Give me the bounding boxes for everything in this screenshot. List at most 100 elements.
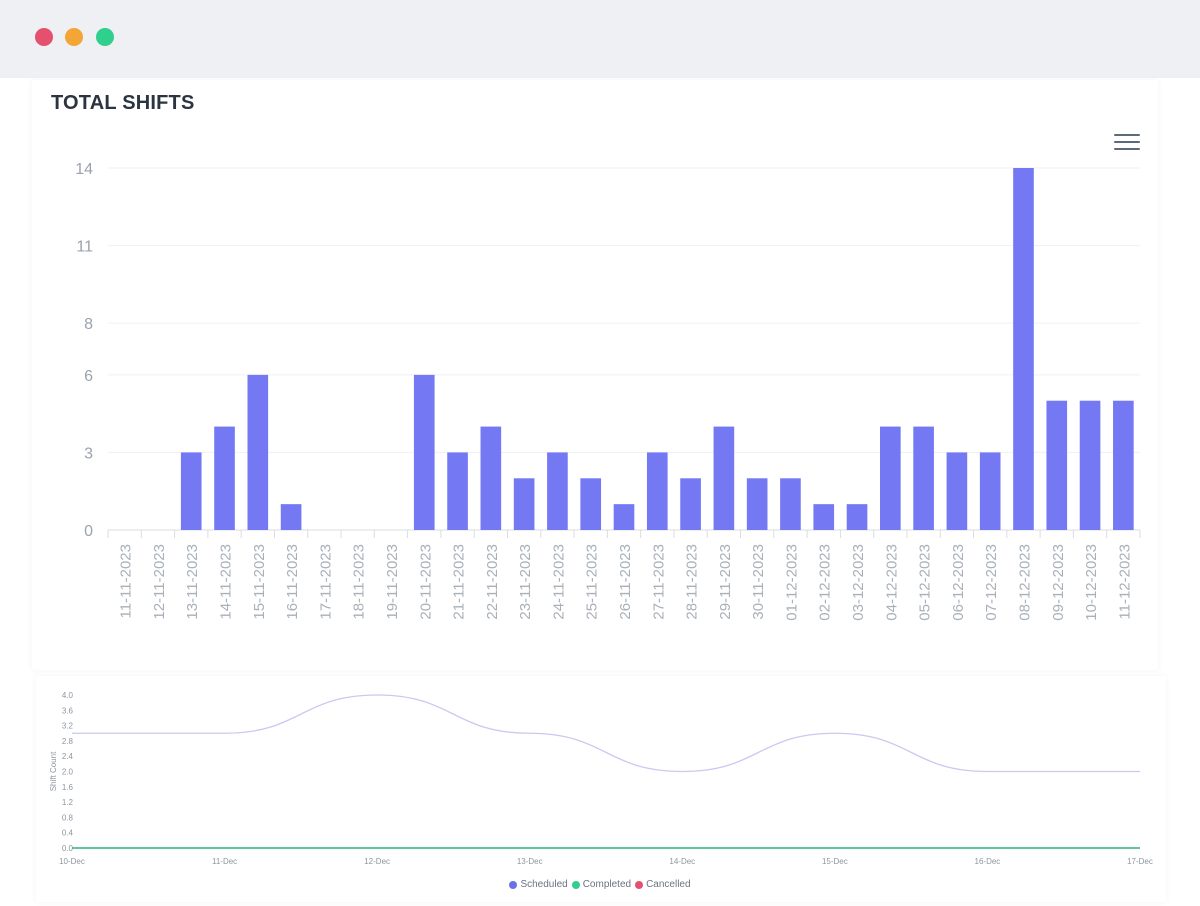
bar [780,478,801,530]
x-tick-label: 18-11-2023 [351,544,368,620]
bar [680,478,701,530]
x-tick-label: 25-11-2023 [584,544,601,620]
x-tick-label: 11-11-2023 [118,544,135,619]
y-tick-label: 3.2 [62,722,74,731]
bar [480,426,502,530]
bar [1079,400,1101,530]
x-tick-label: 19-11-2023 [384,544,401,620]
legend-label: Scheduled [520,879,568,890]
legend-label: Completed [582,879,632,890]
bar [613,504,635,530]
y-tick-label: 3 [84,445,93,462]
y-tick-label: 14 [75,161,93,178]
bar [1046,400,1068,530]
series-line-scheduled [72,694,1140,773]
shift-count-card [36,676,1166,902]
close-window-button[interactable] [35,28,53,46]
y-tick-label: 2.4 [62,752,74,761]
x-tick-label: 30-11-2023 [750,544,767,620]
legend-item-scheduled[interactable]: Scheduled [509,879,568,890]
x-tick-label: 12-11-2023 [151,544,168,620]
y-tick-label: 6 [84,368,93,385]
x-tick-label: 20-11-2023 [417,544,434,620]
bar [513,478,535,530]
minimize-window-button[interactable] [65,28,83,46]
bar [746,478,768,530]
y-tick-label: 1.6 [62,783,74,792]
x-tick-label: 06-12-2023 [950,544,967,621]
x-tick-label: 03-12-2023 [850,544,867,621]
bar [646,452,668,530]
y-tick-label: 11 [76,239,93,256]
x-tick-label: 29-11-2023 [717,544,734,620]
legend-dot-icon [571,880,580,889]
x-tick-label: 16-11-2023 [284,544,301,620]
x-tick-label: 15-11-2023 [251,544,268,620]
legend-dot-icon [509,880,518,889]
x-tick-label: 22-11-2023 [484,544,501,620]
bar [547,452,568,530]
bar [946,452,968,530]
bar [1013,168,1034,530]
x-tick-label: 10-Dec [59,857,85,866]
x-tick-label: 16-Dec [975,857,1001,866]
x-tick-label: 02-12-2023 [817,544,834,621]
y-tick-label: 0.4 [62,829,74,838]
x-tick-label: 04-12-2023 [883,544,900,621]
y-tick-label: 0.8 [62,813,74,822]
x-tick-label: 11-Dec [212,857,237,866]
legend-dot-icon [635,880,644,889]
bar [580,478,602,530]
x-tick-label: 11-12-2023 [1116,544,1133,620]
y-tick-label: 8 [84,316,93,333]
y-tick-label: 2.8 [62,737,74,746]
bar [280,504,302,530]
shift-count-line-chart: 0.0 0.4 0.8 1.2 1.6 2.0 2.4 2.8 3.2 3.6 4.0 Shift C… [49,691,1153,866]
card-title: TOTAL SHIFTS [51,92,195,114]
x-tick-label: 13-11-2023 [184,544,201,620]
bar [913,426,934,530]
bar [214,426,235,530]
x-tick-label: 10-12-2023 [1083,544,1100,621]
legend-label: Cancelled [646,879,691,890]
x-tick-label: 17-11-2023 [317,544,334,620]
x-tick-label: 17-Dec [1127,857,1153,866]
x-tick-label: 08-12-2023 [1016,544,1033,621]
x-tick-label: 09-12-2023 [1050,544,1067,621]
bar [846,504,868,530]
x-tick-label: 13-Dec [517,857,543,866]
y-tick-label: 3.6 [62,706,74,715]
y-tick-label: 1.2 [62,798,74,807]
x-tick-label: 07-12-2023 [983,544,1000,621]
maximize-window-button[interactable] [96,28,114,46]
x-tick-label: 14-11-2023 [218,544,235,620]
x-tick-label: 15-Dec [822,857,848,866]
bar [713,426,735,530]
legend-item-completed[interactable]: Completed [571,879,632,890]
x-tick-label: 12-Dec [364,857,390,866]
y-tick-label: 0 [84,523,93,540]
x-tick-label: 14-Dec [669,857,695,866]
y-tick-label: 2.0 [62,768,74,777]
bar [979,452,1001,530]
hamburger-menu-icon[interactable] [1114,134,1140,154]
x-tick-label: 27-11-2023 [650,544,667,620]
x-tick-label: 05-12-2023 [917,544,934,621]
y-tick-label: 4.0 [62,691,74,700]
x-tick-label: 28-11-2023 [684,544,701,620]
x-tick-label: 24-11-2023 [550,544,567,620]
y-axis-label: Shift Count [49,751,58,791]
bar [247,374,269,530]
bar [180,452,202,530]
x-tick-label: 01-12-2023 [783,544,800,621]
bar [413,374,435,530]
bar [880,426,901,530]
y-tick-label: 0.0 [62,844,74,853]
legend-item-cancelled[interactable]: Cancelled [635,879,691,890]
window-titlebar [0,0,1200,78]
x-tick-label: 26-11-2023 [617,544,634,620]
bar [447,452,468,530]
line-chart-legend: Scheduled Completed Cancelled [0,879,1200,892]
x-tick-label: 21-11-2023 [451,544,468,620]
total-shifts-bar-chart: 0 3 6 8 11 14 11-11-2023 12-11-2023 13-11-2023 14… [75,161,1141,621]
